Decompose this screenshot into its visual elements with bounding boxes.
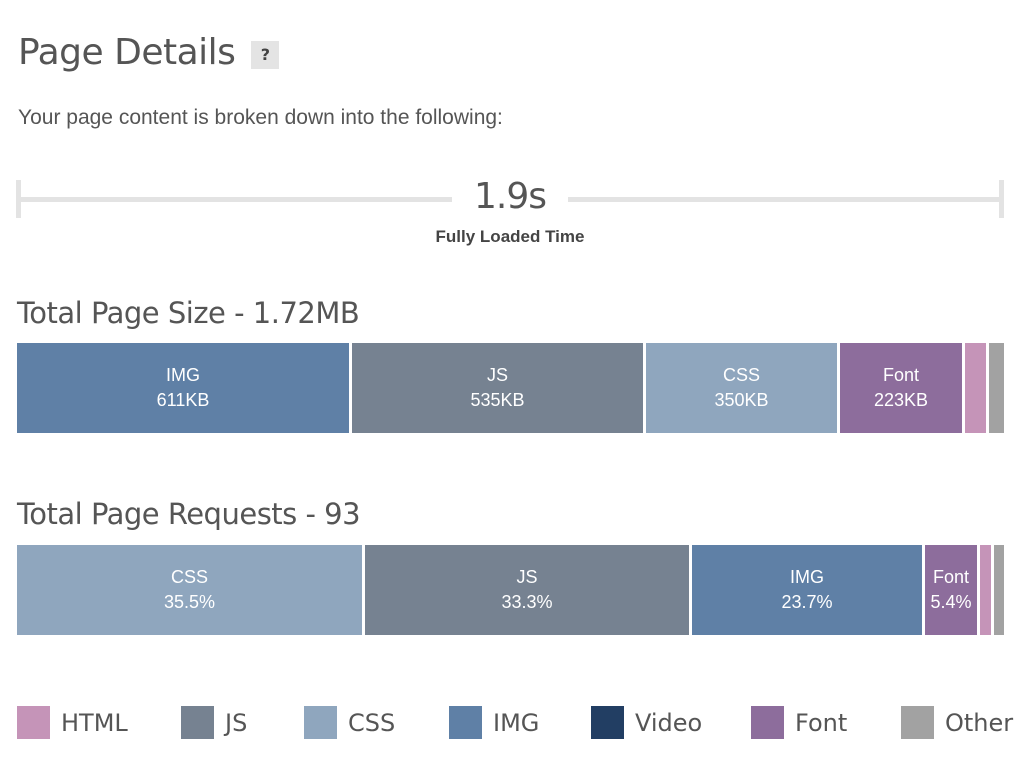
fully-loaded-time-label: Fully Loaded Time <box>435 227 585 246</box>
requests-segment-label: CSS <box>170 567 208 587</box>
requests-segment-font[interactable]: Font 5.4% <box>925 545 977 635</box>
legend-item-js: JS <box>181 706 247 739</box>
size-segment-css[interactable]: CSS 350KB <box>646 343 837 433</box>
page-title: Page Details <box>18 32 236 73</box>
size-segment-other[interactable] <box>989 343 1004 433</box>
requests-segment-label: JS <box>516 567 538 587</box>
legend-label: CSS <box>348 708 396 737</box>
size-segment-value: 350KB <box>714 390 769 410</box>
timeline-right-cap <box>999 180 1004 218</box>
size-segment-label: Font <box>882 365 920 385</box>
fully-loaded-time-value: 1.9s <box>473 176 547 217</box>
requests-segment-value: 23.7% <box>781 592 833 612</box>
requests-segment-label: IMG <box>790 567 824 587</box>
legend-item-html: HTML <box>17 706 128 739</box>
legend-label: HTML <box>61 708 128 737</box>
legend-swatch <box>17 706 50 739</box>
total-page-size-title: Total Page Size - 1.72MB <box>17 296 360 330</box>
size-segment-label: CSS <box>722 365 760 385</box>
timeline-left-line <box>16 197 452 202</box>
timeline-right-line <box>568 197 1004 202</box>
legend-swatch <box>751 706 784 739</box>
requests-segment-label: Font <box>932 567 970 587</box>
legend-swatch <box>901 706 934 739</box>
requests-segment-value: 5.4% <box>930 592 972 612</box>
legend-swatch <box>304 706 337 739</box>
requests-segment-value: 33.3% <box>501 592 553 612</box>
size-segment-value: 611KB <box>156 390 210 410</box>
content-type-legend: HTML JS CSS IMG Video Font Other <box>0 700 1024 746</box>
page-details-header: Page Details ? <box>18 32 280 73</box>
page-requests-bar: CSS 35.5% JS 33.3% IMG 23.7% Font 5.4% <box>17 545 1004 635</box>
help-icon[interactable]: ? <box>251 40 280 69</box>
legend-item-other: Other <box>901 706 1013 739</box>
page-size-bar: IMG 611KB JS 535KB CSS 350KB Font 223KB <box>17 343 1004 433</box>
legend-swatch <box>181 706 214 739</box>
legend-swatch <box>591 706 624 739</box>
size-segment-font[interactable]: Font 223KB <box>840 343 962 433</box>
page-subtitle: Your page content is broken down into th… <box>18 106 503 129</box>
size-segment-value: 223KB <box>873 390 929 410</box>
size-segment-label: IMG <box>166 365 200 385</box>
legend-swatch <box>449 706 482 739</box>
legend-item-css: CSS <box>304 706 395 739</box>
requests-segment-other[interactable] <box>994 545 1004 635</box>
legend-label: IMG <box>493 708 540 737</box>
requests-segment-css[interactable]: CSS 35.5% <box>17 545 362 635</box>
size-segment-html[interactable] <box>965 343 986 433</box>
total-page-requests-title: Total Page Requests - 93 <box>17 497 361 531</box>
legend-item-img: IMG <box>449 706 539 739</box>
legend-label: Other <box>945 708 1014 737</box>
requests-segment-value: 35.5% <box>163 592 216 612</box>
requests-segment-js[interactable]: JS 33.3% <box>365 545 689 635</box>
requests-segment-img[interactable]: IMG 23.7% <box>692 545 922 635</box>
size-segment-label: JS <box>486 365 508 385</box>
legend-item-font: Font <box>751 706 847 739</box>
legend-label: Font <box>795 708 848 737</box>
legend-label: Video <box>635 708 703 737</box>
legend-item-video: Video <box>591 706 702 739</box>
fully-loaded-timeline: 1.9s <box>16 176 1004 226</box>
legend-label: JS <box>225 708 248 737</box>
size-segment-js[interactable]: JS 535KB <box>352 343 643 433</box>
size-segment-value: 535KB <box>470 390 525 410</box>
requests-segment-html[interactable] <box>980 545 991 635</box>
size-segment-img[interactable]: IMG 611KB <box>17 343 349 433</box>
